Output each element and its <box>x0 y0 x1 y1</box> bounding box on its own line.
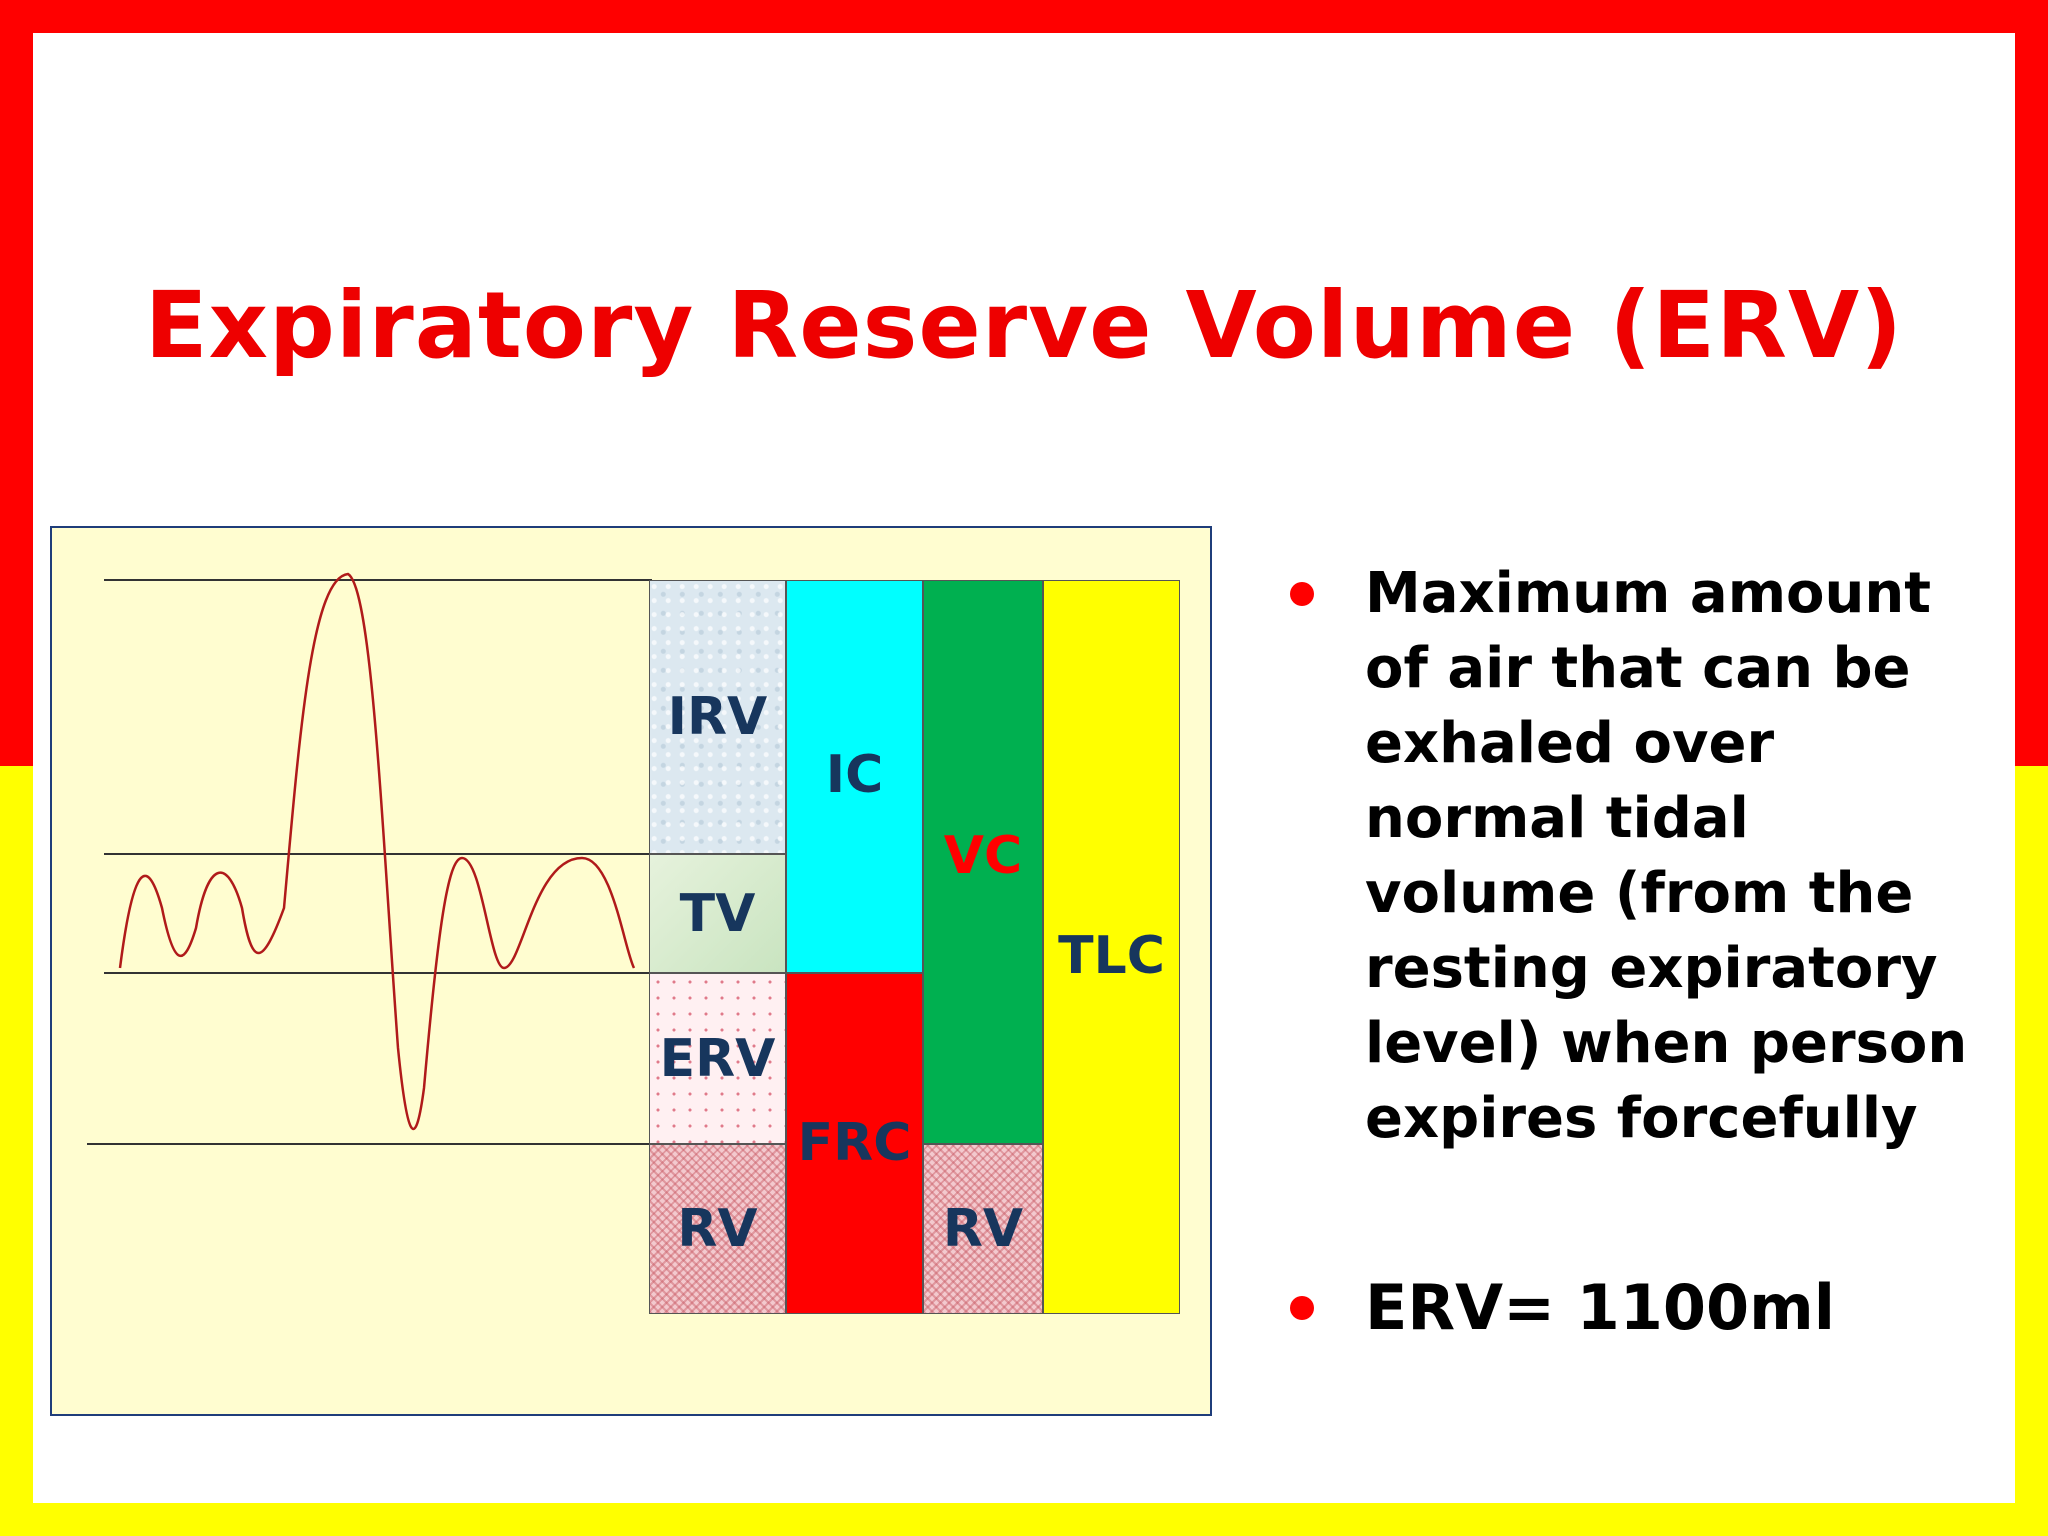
bullet-dot-icon <box>1290 1296 1314 1320</box>
tlc-block: TLC <box>1043 580 1180 1314</box>
spirogram-trace <box>118 572 636 1131</box>
bullet-value-text: ERV= 1100ml <box>1365 1271 1836 1344</box>
frc-block: FRC <box>786 973 923 1314</box>
bullet-definition: Maximum amount of air that can be exhale… <box>1270 556 1990 1156</box>
lung-volumes-diagram: IRV TV ERV RV IC FRC VC RV TLC <box>50 526 1212 1416</box>
erv-block: ERV <box>649 973 786 1144</box>
ic-label: IC <box>825 745 884 805</box>
bullet-list: Maximum amount of air that can be exhale… <box>1270 556 1990 1348</box>
bullet-definition-text: Maximum amount of air that can be exhale… <box>1365 561 1968 1151</box>
frc-label: FRC <box>797 1113 912 1173</box>
vc-block: VC <box>923 580 1043 1144</box>
rv-block-right: RV <box>923 1144 1043 1314</box>
spirogram-svg <box>87 572 652 1145</box>
irv-block: IRV <box>649 580 786 854</box>
tv-block: TV <box>649 854 786 973</box>
vc-label: VC <box>943 826 1023 886</box>
tlc-label: TLC <box>1058 926 1165 986</box>
rv-block-left: RV <box>649 1144 786 1314</box>
bullet-dot-icon <box>1290 582 1314 606</box>
bullet-value: ERV= 1100ml <box>1270 1268 1990 1348</box>
slide-title: Expiratory Reserve Volume (ERV) <box>144 272 1904 379</box>
ic-block: IC <box>786 580 923 973</box>
